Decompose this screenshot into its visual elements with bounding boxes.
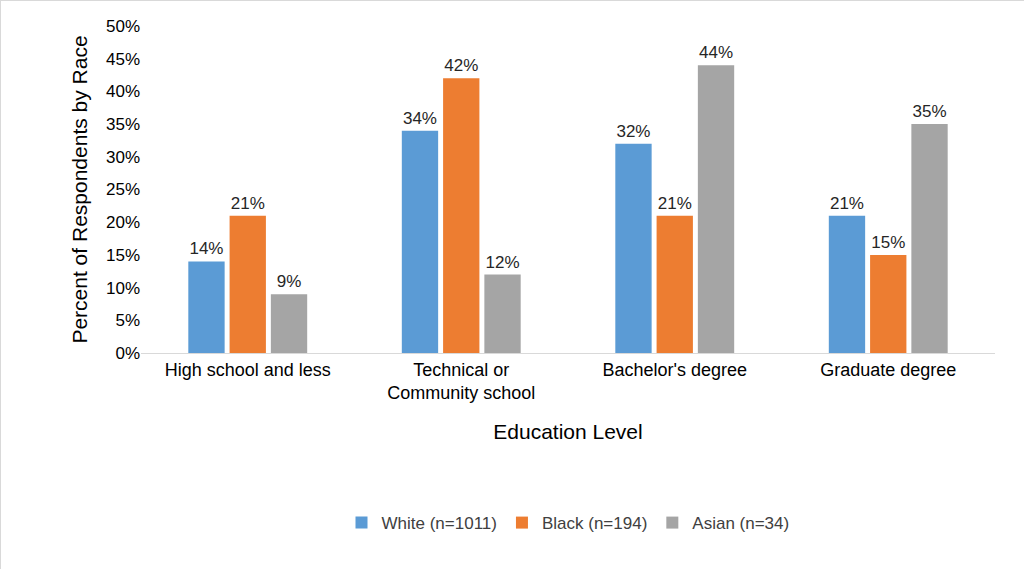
svg-text:0%: 0% [115,344,140,363]
svg-text:20%: 20% [106,213,140,232]
svg-text:32%: 32% [616,122,650,141]
svg-text:Black (n=194): Black (n=194) [542,514,647,533]
svg-text:50%: 50% [106,17,140,36]
svg-text:40%: 40% [106,82,140,101]
svg-text:35%: 35% [106,115,140,134]
svg-text:21%: 21% [231,194,265,213]
svg-text:15%: 15% [871,233,905,252]
svg-text:21%: 21% [658,194,692,213]
svg-text:Education Level: Education Level [493,420,642,443]
svg-text:21%: 21% [830,194,864,213]
svg-text:White (n=1011): White (n=1011) [382,514,497,533]
svg-text:35%: 35% [913,102,947,121]
svg-text:High school and less: High school and less [165,360,331,380]
svg-text:42%: 42% [444,56,478,75]
svg-text:Technical orCommunity school: Technical orCommunity school [387,360,535,403]
svg-text:9%: 9% [277,272,302,291]
svg-text:12%: 12% [486,253,520,272]
svg-text:30%: 30% [106,148,140,167]
svg-text:Asian (n=34): Asian (n=34) [692,514,789,533]
svg-text:44%: 44% [699,43,733,62]
svg-text:10%: 10% [106,279,140,298]
svg-text:5%: 5% [115,311,140,330]
svg-text:Percent of Respondents by Race: Percent of Respondents by Race [68,35,91,343]
svg-text:15%: 15% [106,246,140,265]
svg-text:25%: 25% [106,180,140,199]
svg-text:Graduate degree: Graduate degree [820,360,956,380]
svg-text:Bachelor's degree: Bachelor's degree [602,360,747,380]
svg-text:34%: 34% [403,109,437,128]
svg-text:14%: 14% [189,239,223,258]
svg-text:45%: 45% [106,50,140,69]
